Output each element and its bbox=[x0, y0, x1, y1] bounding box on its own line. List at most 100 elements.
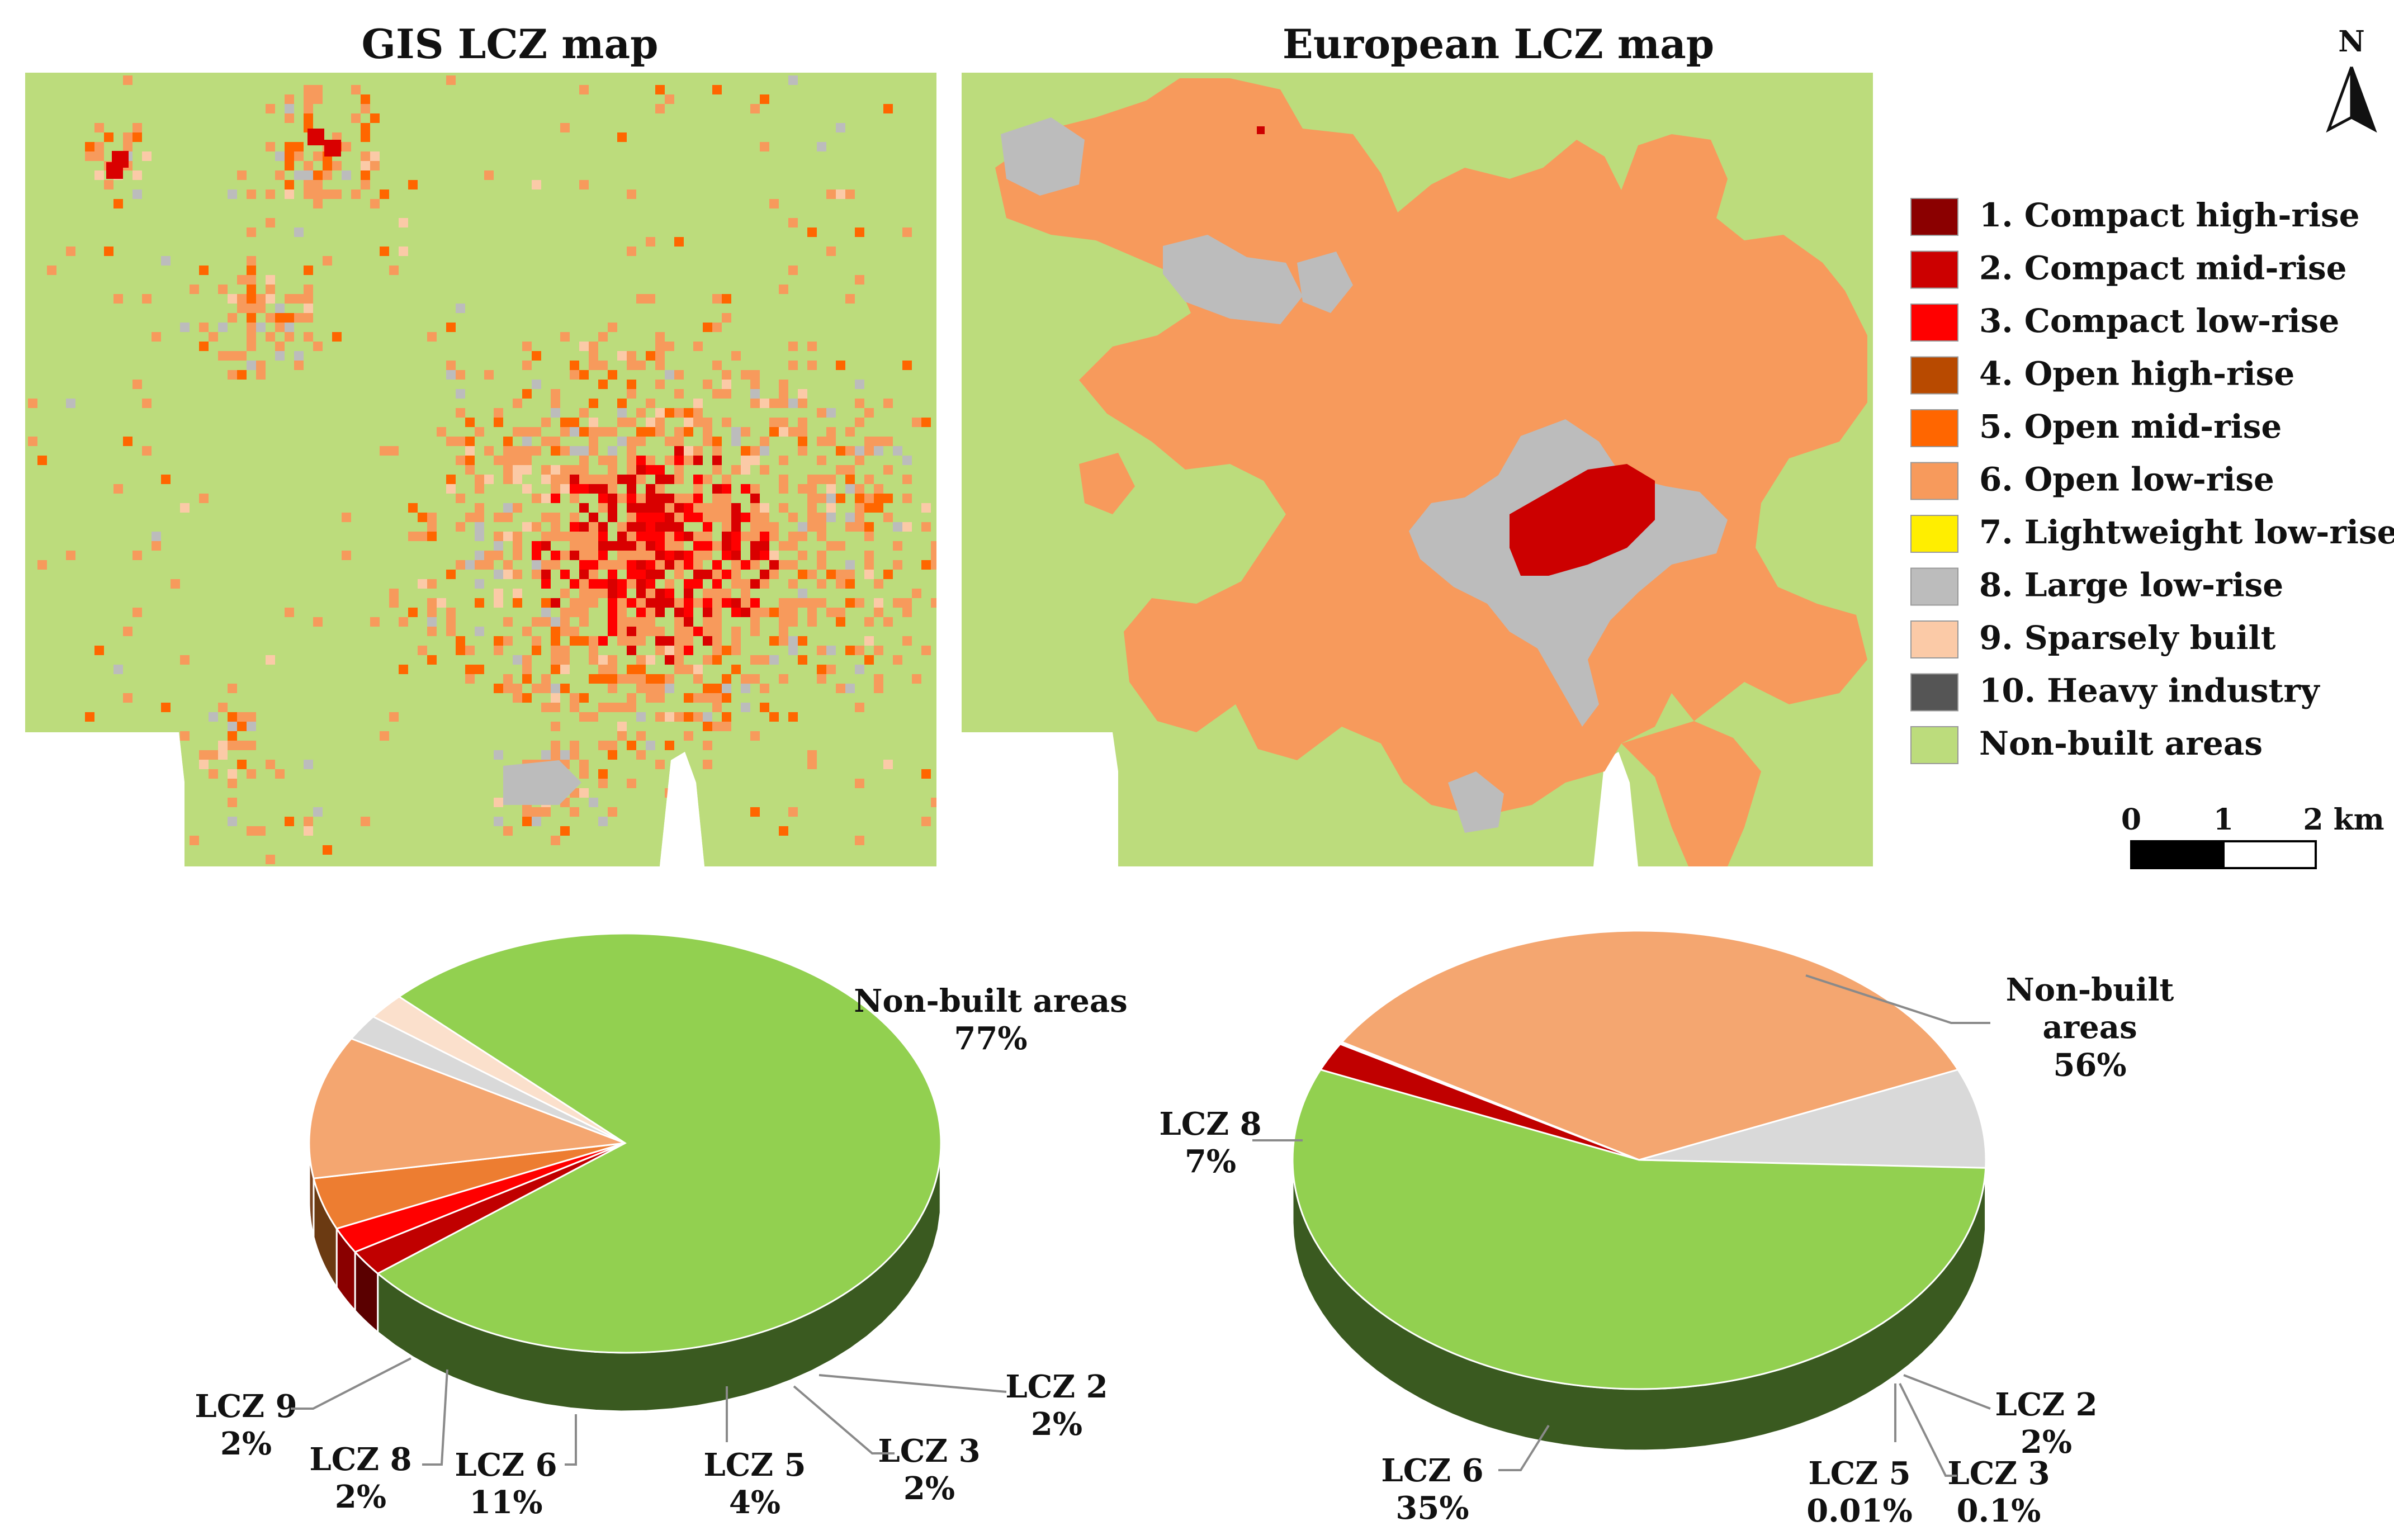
gis-map-cell bbox=[418, 532, 427, 541]
gis-map-cell bbox=[446, 608, 456, 617]
gis-map-cell bbox=[931, 598, 936, 608]
gis-map-cell bbox=[855, 646, 864, 655]
gis-map-cell bbox=[636, 456, 646, 465]
gis-map-cell bbox=[845, 570, 855, 579]
gis-map-cell bbox=[351, 85, 361, 94]
gis-map-cell bbox=[532, 351, 541, 361]
gis-map-cell bbox=[560, 123, 570, 132]
gis-map-cell bbox=[560, 684, 570, 693]
gis-map-cell bbox=[608, 503, 617, 513]
gis-map-cell bbox=[712, 703, 722, 712]
gis-map-cell bbox=[712, 627, 722, 636]
gis-map-cell bbox=[912, 674, 921, 684]
gis-map-cell bbox=[722, 693, 731, 703]
gis-map-cell bbox=[769, 427, 779, 437]
gis-map-cell bbox=[646, 693, 655, 703]
gis-map-cell bbox=[598, 703, 608, 712]
gis-map-cell bbox=[893, 522, 902, 532]
gis-map-cell bbox=[807, 342, 817, 351]
gis-map-cell bbox=[874, 484, 883, 494]
european-map-title: European LCZ map bbox=[1283, 20, 1714, 68]
scale-segment-white bbox=[2222, 840, 2317, 869]
gis-map-cell bbox=[608, 665, 617, 674]
gis-map-cell bbox=[712, 323, 722, 332]
gis-map-cell bbox=[247, 313, 256, 323]
gis-map-cell bbox=[494, 513, 503, 522]
leader-line bbox=[818, 1374, 1007, 1393]
gis-map-cell bbox=[560, 332, 570, 342]
leader-line bbox=[291, 1357, 411, 1410]
gis-map-cell bbox=[731, 465, 741, 475]
gis-map-cell bbox=[703, 570, 712, 579]
gis-map-cell bbox=[617, 418, 627, 427]
gis-map-cell bbox=[636, 655, 646, 665]
gis-map-cell bbox=[779, 608, 788, 617]
gis-map-cell bbox=[836, 446, 845, 456]
gis-map-cell bbox=[712, 541, 722, 551]
gis-map-cell bbox=[750, 598, 760, 608]
pie-label-line: LCZ 3 bbox=[1947, 1455, 2050, 1492]
gis-map-cell bbox=[684, 731, 693, 741]
gis-map-cell bbox=[209, 769, 218, 779]
gis-map-cell bbox=[570, 741, 579, 750]
legend-swatch bbox=[1910, 250, 1958, 289]
gis-map-cell bbox=[589, 712, 598, 722]
gis-map-cell bbox=[323, 161, 332, 170]
gis-map-cell bbox=[190, 285, 199, 294]
gis-map-cell bbox=[636, 627, 646, 636]
gis-map-cell bbox=[617, 522, 627, 532]
gis-map-cell bbox=[570, 475, 579, 484]
gis-map-cell bbox=[788, 342, 798, 351]
gis-map-cell bbox=[456, 636, 465, 646]
gis-map-cell bbox=[399, 617, 408, 627]
gis-map-cell bbox=[893, 598, 902, 608]
gis-map-cell bbox=[256, 294, 266, 304]
scale-bar: 0 1 2 km bbox=[2121, 803, 2384, 869]
gis-map-cell bbox=[788, 712, 798, 722]
gis-map-cell bbox=[541, 617, 551, 627]
gis-map-cell bbox=[228, 741, 237, 750]
gis-map-cell bbox=[817, 142, 826, 151]
gis-map-cell bbox=[741, 532, 750, 541]
gis-map-cell bbox=[113, 199, 123, 209]
gis-map-cell bbox=[513, 589, 522, 598]
gis-map-cell bbox=[788, 807, 798, 817]
gis-map-cell bbox=[589, 484, 598, 494]
gis-map-cell bbox=[636, 541, 646, 551]
pie-label-line: LCZ 2 bbox=[1995, 1386, 2097, 1423]
gis-map-cell bbox=[722, 484, 731, 494]
gis-map-cell bbox=[646, 684, 655, 693]
gis-map-cell bbox=[589, 342, 598, 351]
gis-map-cell bbox=[361, 170, 370, 180]
gis-map-cell bbox=[247, 361, 256, 370]
gis-map-cell bbox=[307, 129, 324, 145]
gis-map-cell bbox=[807, 475, 817, 484]
gis-map-cell bbox=[703, 636, 712, 646]
gis-map-cell bbox=[693, 598, 703, 608]
legend-label: Non-built areas bbox=[1979, 724, 2263, 762]
gis-map-cell bbox=[446, 570, 456, 579]
gis-map-cell bbox=[465, 665, 475, 674]
gis-map-cell bbox=[722, 541, 731, 551]
gis-map-cell bbox=[598, 560, 608, 570]
gis-map-cell bbox=[627, 741, 636, 750]
gis-map-cell bbox=[152, 532, 161, 541]
gis-map-cell bbox=[731, 570, 741, 579]
gis-map-cell bbox=[570, 703, 579, 712]
gis-map-cell bbox=[579, 475, 589, 484]
gis-map-cell bbox=[655, 408, 665, 418]
gis-map-cell bbox=[275, 313, 285, 323]
gis-map-cell bbox=[741, 484, 750, 494]
gis-map-cell bbox=[855, 456, 864, 465]
gis-map-cell bbox=[693, 570, 703, 579]
gis-map-cell bbox=[522, 437, 532, 446]
gis-map-cell bbox=[313, 85, 323, 94]
european-lcz-map bbox=[962, 73, 1873, 866]
gis-map-cell bbox=[845, 475, 855, 484]
gis-map-cell bbox=[617, 532, 627, 541]
gis-map-cell bbox=[703, 323, 712, 332]
gis-map-cell bbox=[579, 446, 589, 456]
gis-map-cell bbox=[313, 94, 323, 104]
gis-map-cell bbox=[627, 703, 636, 712]
gis-map-cell bbox=[361, 161, 370, 170]
